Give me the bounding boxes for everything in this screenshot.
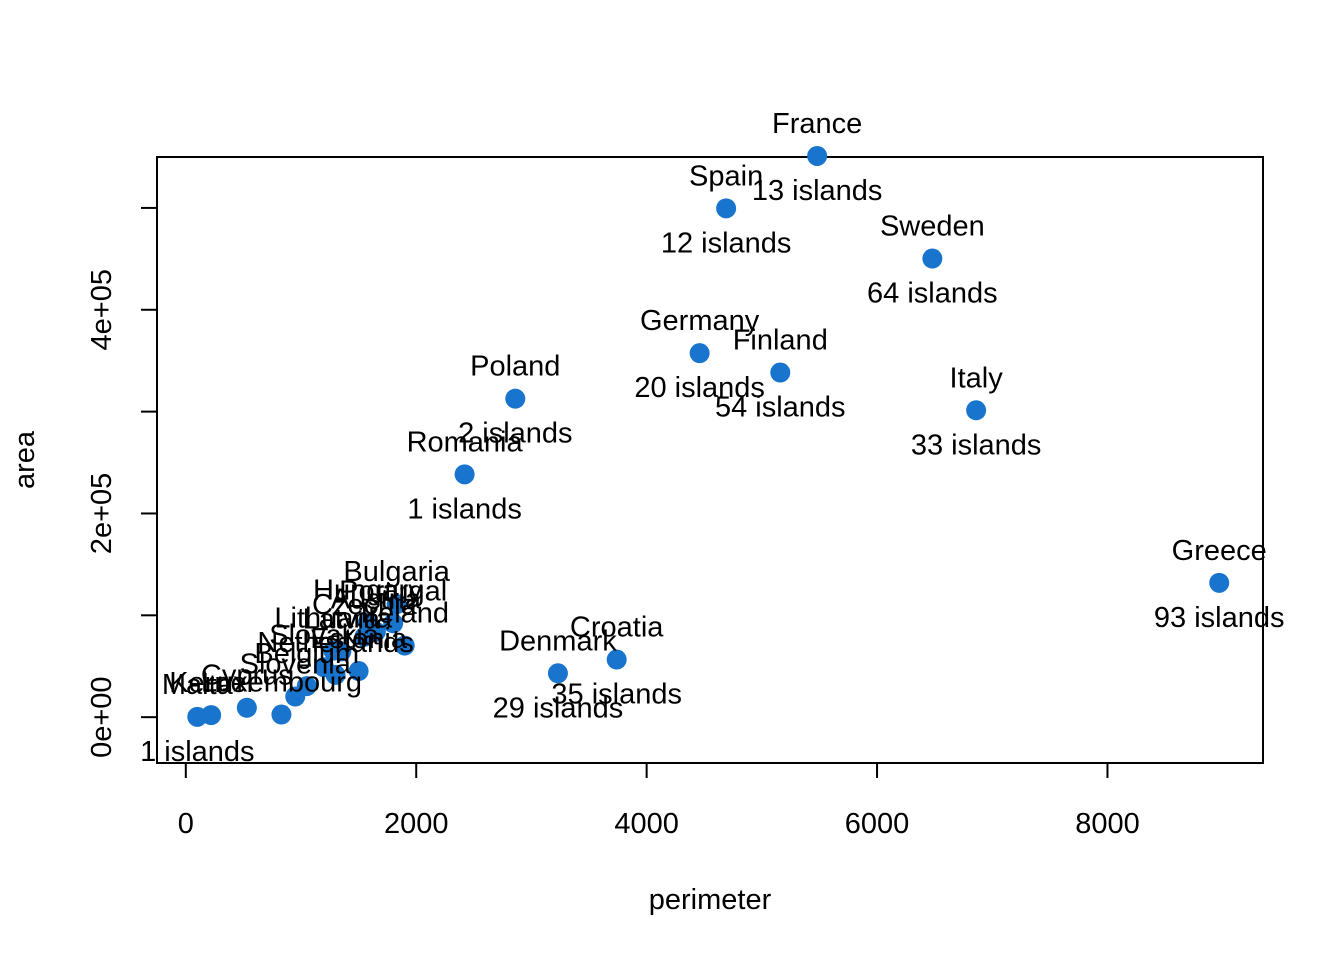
data-point [505, 388, 526, 409]
y-tick-label: 2e+05 [86, 473, 118, 554]
x-tick-label: 6000 [845, 808, 910, 840]
point-name-label: Cyprus [201, 660, 293, 692]
data-point [1209, 572, 1230, 593]
data-point [922, 248, 943, 269]
data-point [454, 464, 475, 485]
y-axis-title: area [9, 430, 41, 489]
x-axis: 0 2000 4000 6000 8000 [178, 762, 1140, 840]
data-point [807, 145, 828, 166]
x-tick-label: 8000 [1075, 808, 1140, 840]
data-point [325, 664, 346, 685]
points-layer [187, 145, 1230, 727]
point-islands-label: 2 islands [458, 418, 572, 450]
data-point [348, 661, 369, 682]
point-islands-label: 35 islands [551, 679, 682, 711]
point-name-label: Spain [689, 160, 763, 192]
point-name-label: Portugal [339, 575, 447, 607]
point-islands-label: 54 islands [715, 392, 846, 424]
data-point [966, 400, 987, 421]
point-islands-label: 93 islands [1154, 602, 1285, 634]
data-point [547, 663, 568, 684]
point-name-label: Slovakia [269, 619, 379, 651]
point-name-label: Romania [407, 426, 524, 458]
data-point [383, 613, 404, 634]
point-name-label: Croatia [570, 612, 664, 644]
y-axis: 0e+00 2e+05 4e+05 [86, 206, 157, 758]
point-name-label: Latvia [303, 603, 381, 635]
point-name-label: Germany [640, 305, 760, 337]
point-islands-label: 20 islands [634, 372, 765, 404]
data-point [394, 635, 415, 656]
point-islands-label: 33 islands [911, 429, 1042, 461]
labels-layer: Greece 93 islands Italy 33 islands Sweden 64 … [140, 108, 1284, 768]
data-point [331, 641, 352, 662]
data-point [386, 594, 407, 615]
point-name-label: Greece [1172, 535, 1267, 567]
point-name-label: Lithuania [274, 603, 393, 635]
y-tick-label: 0e+00 [86, 676, 118, 757]
point-islands-label: 13 islands [752, 175, 883, 207]
point-name-label: Poland [470, 351, 560, 383]
point-islands-label: 12 islands [661, 227, 792, 259]
point-name-label: Bulgaria [343, 556, 450, 588]
data-point [689, 343, 710, 364]
point-name-label: Luxembourg [201, 667, 362, 699]
point-islands-label: 1 islands [407, 493, 521, 525]
point-name-label: Ireland [360, 598, 449, 630]
point-name-label: Sweden [880, 211, 985, 243]
point-name-label: Hungary [313, 574, 423, 606]
data-point [201, 705, 222, 726]
point-name-label: Belgium [254, 638, 359, 670]
x-tick-label: 2000 [384, 808, 449, 840]
point-name-label: Estonia [310, 623, 408, 655]
point-name-label: Netherlands [257, 627, 413, 659]
point-name-label: Malta [162, 669, 234, 701]
point-name-label: Denmark [499, 625, 617, 657]
data-point [716, 198, 737, 219]
point-islands-label: 1 islands [140, 736, 254, 768]
point-islands-label: 29 islands [493, 692, 624, 724]
x-tick-label: 4000 [614, 808, 679, 840]
point-name-label: Austria [331, 584, 422, 616]
data-point [271, 704, 292, 725]
data-point [354, 626, 375, 647]
y-tick-label: 4e+05 [86, 269, 118, 350]
x-tick-label: 0 [178, 808, 194, 840]
point-name-label: Czechia [312, 589, 418, 621]
x-axis-title: perimeter [649, 884, 772, 916]
point-name-label: France [772, 108, 862, 140]
data-point [770, 362, 791, 383]
data-point [285, 686, 306, 707]
data-point [606, 649, 627, 670]
point-name-label: Kernel [169, 667, 253, 699]
point-islands-label: 64 islands [867, 278, 998, 310]
point-name-label: Italy [950, 362, 1004, 394]
point-name-label: Slovenia [240, 648, 352, 680]
point-name-label: Finland [733, 325, 828, 357]
data-point [236, 697, 257, 718]
